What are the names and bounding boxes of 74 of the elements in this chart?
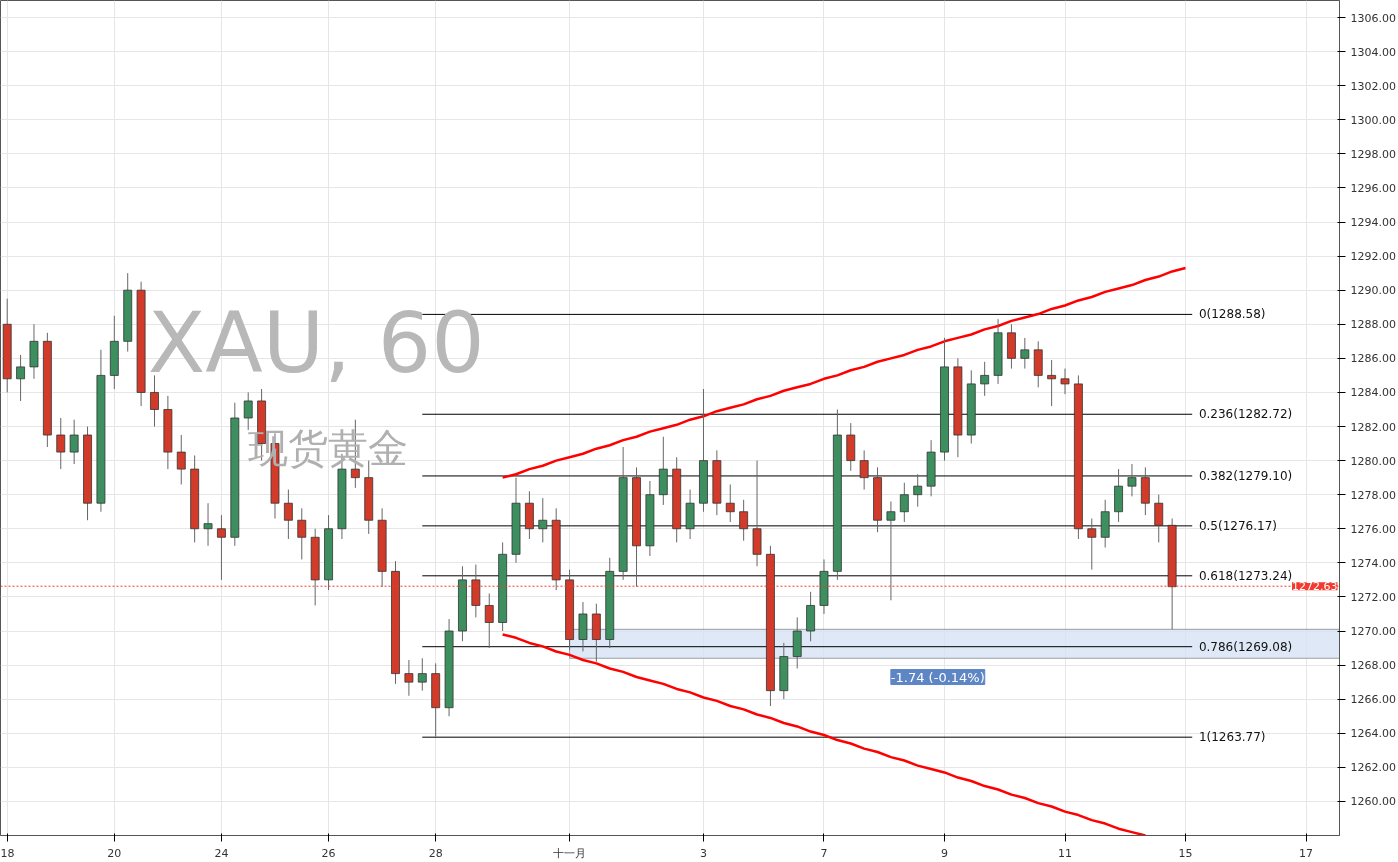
candlestick bbox=[16, 354, 25, 402]
y-tick-label: 1268.00 bbox=[1350, 659, 1396, 673]
ref-line-label: 0.5(1276.17) bbox=[1198, 518, 1277, 533]
y-tick-label: 1292.00 bbox=[1350, 250, 1396, 264]
x-tick-label: 17 bbox=[1299, 846, 1314, 860]
ref-line-label: 1(1263.77) bbox=[1198, 730, 1266, 745]
candlestick bbox=[1047, 359, 1057, 407]
ref-line-label: 1272.63 bbox=[1292, 580, 1338, 594]
y-tick-label: 1276.00 bbox=[1350, 522, 1396, 536]
y-tick-label: 1290.00 bbox=[1350, 284, 1396, 298]
y-tick-label: 1300.00 bbox=[1350, 113, 1396, 127]
line-series bbox=[501, 266, 1187, 479]
y-tick-label: 1264.00 bbox=[1350, 727, 1396, 741]
ref-line-label: 0(1288.58) bbox=[1198, 307, 1266, 322]
y-tick-label: 1262.00 bbox=[1350, 761, 1396, 775]
y-tick-label: 1272.00 bbox=[1350, 590, 1396, 604]
y-tick-label: 1296.00 bbox=[1350, 181, 1396, 195]
candlestick bbox=[899, 482, 909, 523]
candlestick bbox=[297, 507, 307, 560]
ref-line-label: 0.618(1273.24) bbox=[1198, 568, 1293, 583]
y-tick-label: 1274.00 bbox=[1350, 556, 1396, 570]
y-tick-label: 1278.00 bbox=[1350, 488, 1396, 502]
x-tick-label: 28 bbox=[428, 846, 443, 860]
y-tick-label: 1306.00 bbox=[1350, 11, 1396, 25]
x-tick-label: 3 bbox=[699, 846, 707, 860]
text: XAU, 60 bbox=[147, 294, 485, 393]
y-tick-label: 1260.00 bbox=[1350, 795, 1396, 809]
candlestick bbox=[283, 489, 293, 540]
candlestick bbox=[1154, 494, 1164, 543]
x-tick-label: 十一月 bbox=[553, 846, 587, 860]
x-tick-label: 26 bbox=[321, 846, 336, 860]
candlestick bbox=[56, 417, 66, 470]
candlestick bbox=[1020, 337, 1030, 370]
x-tick-label: 24 bbox=[214, 846, 229, 860]
candlestick bbox=[725, 483, 735, 523]
candlestick bbox=[243, 391, 253, 431]
candlestick bbox=[484, 593, 494, 649]
y-tick-label: 1266.00 bbox=[1350, 693, 1396, 707]
candlestick bbox=[913, 473, 923, 508]
line-series bbox=[501, 633, 1147, 836]
y-tick-label: 1302.00 bbox=[1350, 79, 1396, 93]
x-tick-label: 9 bbox=[941, 846, 948, 860]
x-tick-label: 7 bbox=[820, 846, 828, 860]
candlestick bbox=[417, 657, 427, 692]
y-tick-label: 1294.00 bbox=[1350, 216, 1396, 230]
candlestick bbox=[404, 659, 414, 697]
y-tick-label: 1280.00 bbox=[1350, 454, 1396, 468]
y-tick-label: 1298.00 bbox=[1350, 147, 1396, 161]
x-tick-label: 18 bbox=[0, 846, 15, 860]
candlestick bbox=[1060, 368, 1070, 395]
y-tick-label: 1286.00 bbox=[1350, 352, 1396, 366]
candlestick bbox=[1087, 518, 1097, 571]
candlestick bbox=[203, 502, 213, 547]
candlestick bbox=[217, 514, 226, 581]
candlestick bbox=[859, 449, 869, 491]
candlestick bbox=[980, 361, 990, 397]
ref-line-label: 0.236(1282.72) bbox=[1198, 407, 1293, 422]
y-tick-label: 1284.00 bbox=[1350, 386, 1396, 400]
ref-line-label: 0.382(1279.10) bbox=[1198, 468, 1293, 483]
candlestick bbox=[176, 434, 186, 485]
y-tick-label: 1282.00 bbox=[1350, 420, 1396, 434]
annotation: -1.74 (-0.14%) bbox=[890, 669, 985, 685]
x-tick-label: 11 bbox=[1058, 846, 1073, 860]
ref-line-label: 0.786(1269.08) bbox=[1198, 639, 1293, 654]
candlestick bbox=[1127, 463, 1137, 497]
candlestick bbox=[886, 501, 896, 601]
y-tick-label: 1288.00 bbox=[1350, 318, 1396, 332]
y-tick-label: 1304.00 bbox=[1350, 45, 1396, 59]
x-tick-label: 15 bbox=[1178, 846, 1193, 860]
candlestick bbox=[739, 499, 749, 542]
candlestick bbox=[538, 497, 548, 543]
candlestick bbox=[69, 419, 79, 465]
x-tick-label: 20 bbox=[107, 846, 122, 860]
y-tick-label: 1270.00 bbox=[1350, 625, 1396, 639]
